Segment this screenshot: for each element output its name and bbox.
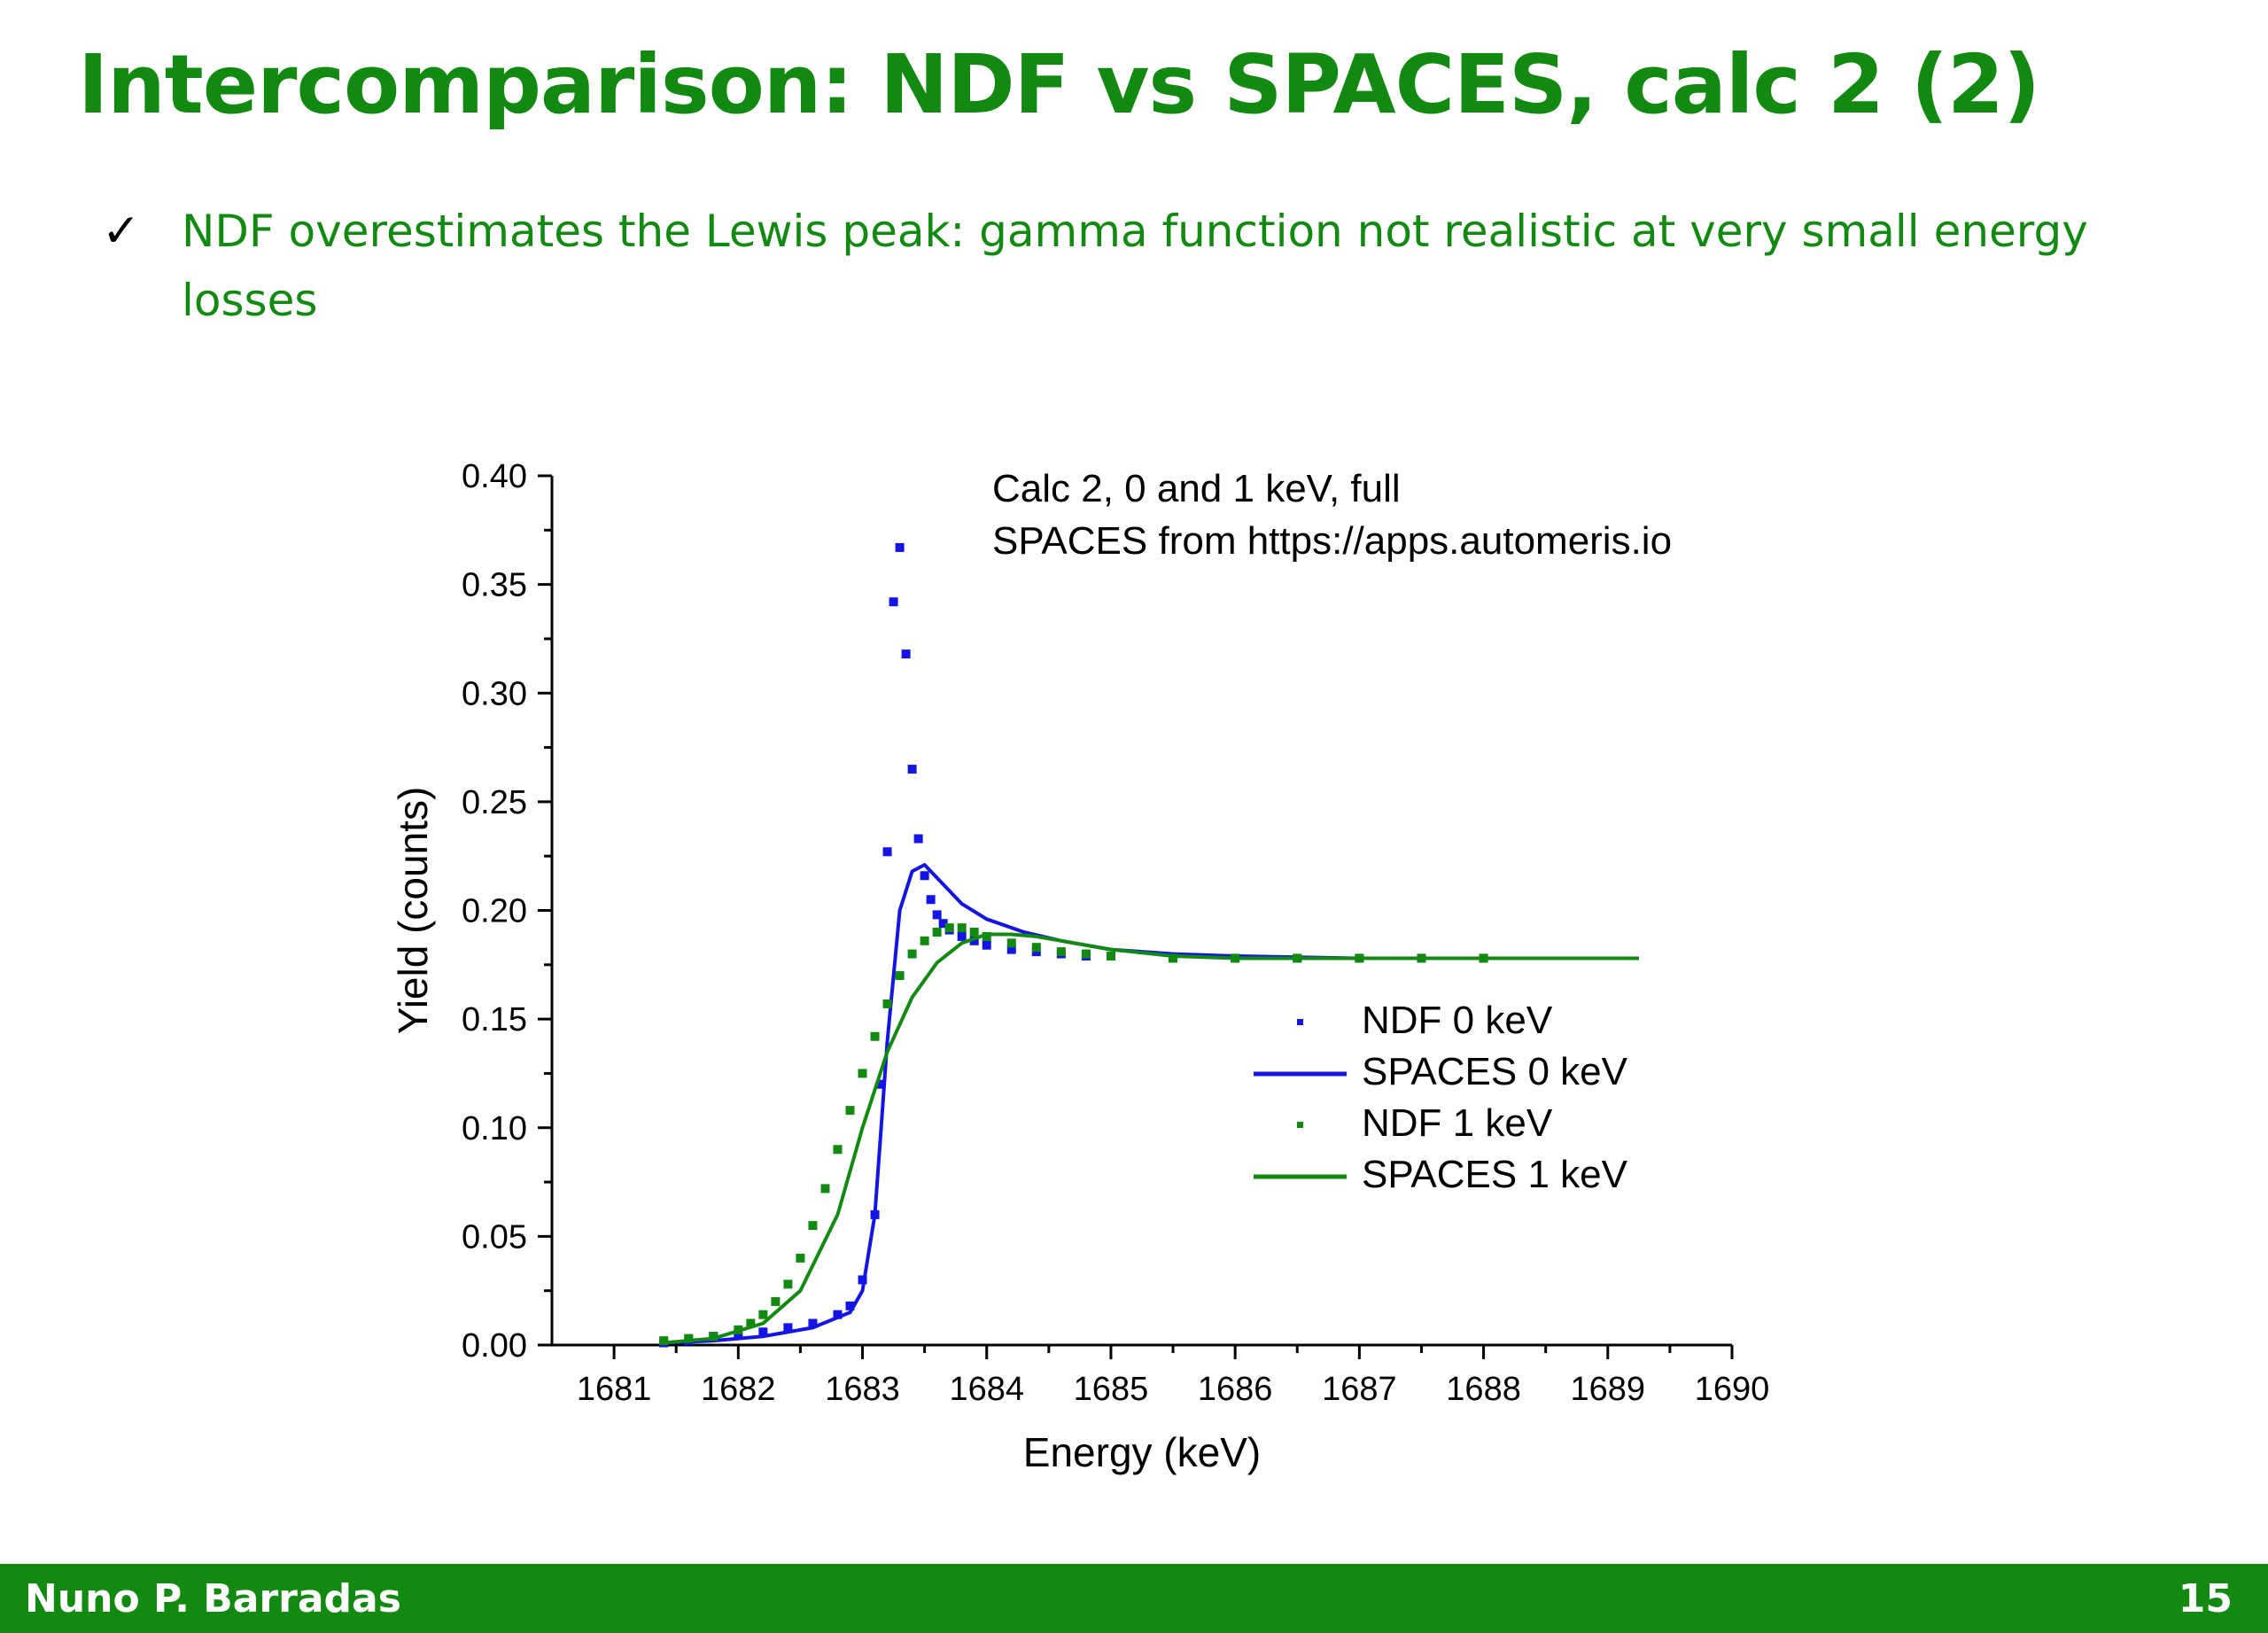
annotation-line: Calc 2, 0 and 1 keV, full [992, 467, 1401, 510]
yield-chart: 1681 1682 1683 1684 1685 1686 1687 1688 1689 1690… [390, 458, 1769, 1475]
page-number: 15 [2178, 1576, 2233, 1621]
data-point [907, 949, 917, 959]
data-point [1006, 938, 1016, 948]
chart-series [659, 542, 1639, 1348]
x-tick-label: 1687 [1322, 1371, 1397, 1408]
x-tick-label: 1689 [1571, 1371, 1646, 1408]
y-tick-label: 0.00 [462, 1327, 527, 1365]
data-point [796, 1253, 805, 1263]
data-point [969, 936, 979, 945]
y-tick-label: 0.40 [462, 458, 527, 495]
data-point [746, 1318, 756, 1328]
data-point [982, 940, 991, 950]
data-point [783, 1279, 793, 1289]
y-tick-label: 0.15 [462, 1001, 527, 1038]
y-tick-label: 0.30 [462, 675, 527, 712]
data-point [808, 1221, 818, 1231]
annotation-line: SPACES from https://apps.automeris.io [992, 519, 1672, 563]
data-point [895, 542, 905, 552]
data-point [876, 1079, 886, 1089]
data-point [659, 1336, 669, 1346]
series-line [664, 932, 1639, 1345]
y-tick-label: 0.20 [462, 893, 527, 930]
bullet-text: NDF overestimates the Lewis peak: gamma … [182, 206, 2088, 326]
data-point [833, 1145, 843, 1155]
data-point [858, 1069, 867, 1078]
legend-label: SPACES 0 keV [1362, 1050, 1628, 1093]
x-tick-label: 1690 [1695, 1371, 1770, 1408]
data-point [895, 971, 905, 981]
data-point [969, 928, 979, 937]
x-tick-label: 1681 [577, 1371, 652, 1408]
data-point [889, 597, 898, 607]
y-tick-label: 0.05 [462, 1218, 527, 1256]
data-point [771, 1296, 781, 1306]
data-point [1031, 943, 1041, 953]
data-point [870, 1031, 880, 1041]
data-point [907, 765, 917, 774]
data-point [982, 931, 991, 941]
data-point [920, 936, 929, 945]
y-tick-label: 0.25 [462, 784, 527, 821]
data-point [1169, 953, 1178, 963]
chart-legend: NDF 0 keV SPACES 0 keV NDF 1 keV SPACES 1 k… [1254, 999, 1628, 1196]
data-point [938, 919, 948, 929]
x-tick-label: 1686 [1198, 1371, 1273, 1408]
x-axis-label: Energy (keV) [1023, 1429, 1261, 1475]
data-point [758, 1327, 768, 1337]
series-spaces-0-kev [664, 863, 1639, 1345]
data-point [944, 923, 954, 933]
y-tick-label: 0.10 [462, 1110, 527, 1147]
data-point [845, 1301, 855, 1310]
x-tick-label: 1682 [701, 1371, 776, 1408]
data-point [684, 1334, 694, 1343]
legend-label: SPACES 1 keV [1362, 1153, 1628, 1196]
data-point [1081, 949, 1091, 959]
data-point [957, 923, 967, 933]
series-line [664, 863, 1639, 1345]
x-tick-label: 1688 [1446, 1371, 1521, 1408]
data-point [926, 895, 936, 905]
data-point [957, 931, 967, 941]
data-point [932, 928, 942, 937]
legend-marker-swatch [1297, 1122, 1303, 1128]
data-point [709, 1332, 718, 1341]
footer-bar: Nuno P. Barradas 15 [0, 1564, 2268, 1633]
series-spaces-1-kev [664, 932, 1639, 1345]
data-point [833, 1310, 843, 1319]
data-point [1006, 945, 1016, 954]
slide-title: Intercomparison: NDF vs SPACES, calc 2 (… [78, 37, 2040, 132]
data-point [882, 847, 892, 857]
checkmark-icon: ✓ [102, 205, 141, 258]
legend-label: NDF 1 keV [1362, 1101, 1553, 1145]
y-axis-label: Yield (counts) [390, 787, 436, 1035]
data-point [758, 1310, 768, 1319]
data-point [932, 910, 942, 920]
bullet-point: ✓ NDF overestimates the Lewis peak: gamm… [102, 197, 2175, 335]
x-tick-label: 1683 [825, 1371, 900, 1408]
chart-annotation: Calc 2, 0 and 1 keV, full SPACES from htt… [992, 467, 1672, 563]
data-point [783, 1323, 793, 1333]
data-point [808, 1318, 818, 1328]
legend-marker-swatch [1297, 1019, 1303, 1025]
data-point [901, 649, 911, 659]
data-point [1056, 947, 1066, 957]
x-tick-label: 1684 [949, 1371, 1024, 1408]
data-point [882, 999, 892, 1008]
data-point [820, 1184, 830, 1194]
y-tick-label: 0.35 [462, 567, 527, 604]
data-point [1106, 952, 1115, 961]
data-point [913, 834, 923, 844]
legend-label: NDF 0 keV [1362, 999, 1553, 1042]
data-point [920, 871, 929, 881]
chart-axes: 1681 1682 1683 1684 1685 1686 1687 1688 1689 1690… [390, 458, 1769, 1475]
data-point [845, 1106, 855, 1116]
x-tick-label: 1685 [1074, 1371, 1149, 1408]
series-ndf-0-kev [659, 542, 1488, 1348]
footer-author: Nuno P. Barradas [25, 1576, 401, 1621]
